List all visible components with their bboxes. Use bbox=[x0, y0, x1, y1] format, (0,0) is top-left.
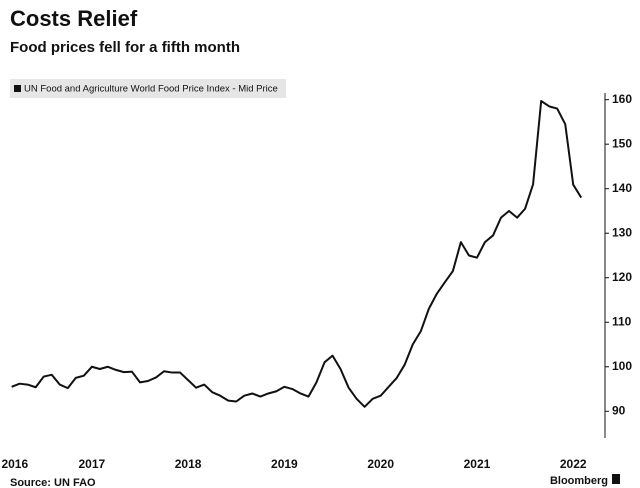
x-tick-label: 2016 bbox=[1, 457, 28, 471]
y-tick-label: 90 bbox=[612, 403, 626, 417]
y-tick-label: 110 bbox=[612, 314, 632, 328]
chart-title: Costs Relief bbox=[10, 6, 138, 31]
y-tick-label: 120 bbox=[612, 270, 632, 284]
x-tick-label: 2021 bbox=[464, 457, 491, 471]
y-tick-label: 130 bbox=[612, 225, 632, 239]
y-tick-label: 150 bbox=[612, 136, 632, 150]
source: Source: UN FAO bbox=[10, 477, 96, 488]
y-tick-label: 100 bbox=[612, 359, 632, 373]
legend-label: UN Food and Agriculture World Food Price… bbox=[24, 84, 278, 95]
x-tick-label: 2018 bbox=[175, 457, 202, 471]
brand: Bloomberg bbox=[550, 475, 608, 487]
y-tick-label: 140 bbox=[612, 181, 632, 195]
legend-box bbox=[10, 79, 286, 98]
line-series bbox=[11, 100, 583, 408]
x-tick-label: 2019 bbox=[271, 457, 298, 471]
x-tick-label: 2020 bbox=[367, 457, 394, 471]
x-tick-label: 2022 bbox=[560, 457, 587, 471]
chart-subtitle: Food prices fell for a fifth month bbox=[10, 39, 240, 56]
brand-mark bbox=[612, 474, 620, 484]
y-tick-label: 160 bbox=[612, 92, 632, 106]
x-tick-label: 2017 bbox=[78, 457, 105, 471]
legend-swatch bbox=[14, 85, 21, 92]
